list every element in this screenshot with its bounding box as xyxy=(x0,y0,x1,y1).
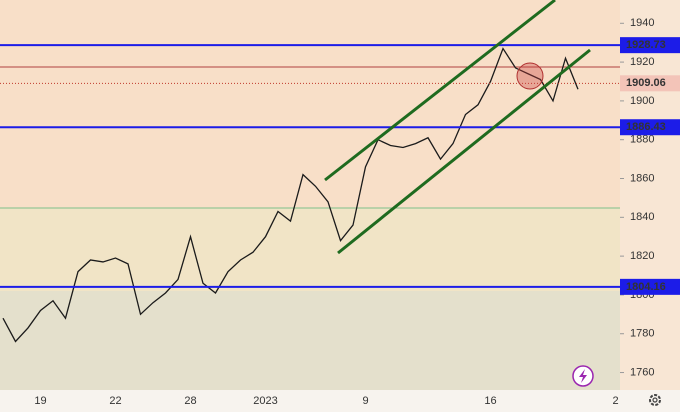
channel-lower xyxy=(337,48,591,255)
plot-area xyxy=(0,44,620,343)
gear-icon xyxy=(649,394,661,406)
y-tick-label: 1840 xyxy=(630,211,654,223)
gear-center xyxy=(652,397,658,403)
level-label-box xyxy=(620,119,680,136)
channel-upper xyxy=(324,0,556,182)
x-tick-label: 2 xyxy=(612,395,618,407)
time-axis-bg xyxy=(0,390,680,412)
highlight-circle xyxy=(516,62,544,90)
y-tick-label: 1880 xyxy=(630,134,654,146)
y-tick-label: 1900 xyxy=(630,95,654,107)
level-label: 1886.43 xyxy=(626,121,666,133)
lightning-icon xyxy=(579,369,587,383)
y-tick-label: 1780 xyxy=(630,328,654,340)
y-tick-label: 1820 xyxy=(630,250,654,262)
zone-upper xyxy=(0,0,620,208)
level-label: 1804.16 xyxy=(626,281,666,293)
price-axis: 1760178018001820184018601880190019201940… xyxy=(620,17,680,378)
x-tick-label: 19 xyxy=(34,395,46,407)
settings-button[interactable] xyxy=(649,394,661,406)
y-tick-label: 1920 xyxy=(630,56,654,68)
price-axis-bg xyxy=(620,0,680,390)
y-tick-label: 1760 xyxy=(630,366,654,378)
y-tick-label: 1860 xyxy=(630,172,654,184)
x-tick-label: 16 xyxy=(484,395,496,407)
x-tick-label: 28 xyxy=(184,395,196,407)
current-price-label: 1909.06 xyxy=(626,77,666,89)
price-line xyxy=(2,47,579,343)
current-price-box xyxy=(620,75,680,92)
x-tick-label: 2023 xyxy=(253,395,277,407)
level-label-box xyxy=(620,278,680,295)
level-label: 1928.73 xyxy=(626,39,666,51)
x-tick-label: 9 xyxy=(362,395,368,407)
y-tick-label: 1940 xyxy=(630,17,654,29)
zone-lower xyxy=(0,291,620,390)
zone-middle xyxy=(0,208,620,291)
x-tick-label: 22 xyxy=(109,395,121,407)
level-label-box xyxy=(620,37,680,54)
